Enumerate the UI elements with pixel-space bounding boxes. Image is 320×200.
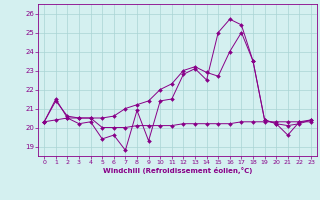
X-axis label: Windchill (Refroidissement éolien,°C): Windchill (Refroidissement éolien,°C) bbox=[103, 167, 252, 174]
